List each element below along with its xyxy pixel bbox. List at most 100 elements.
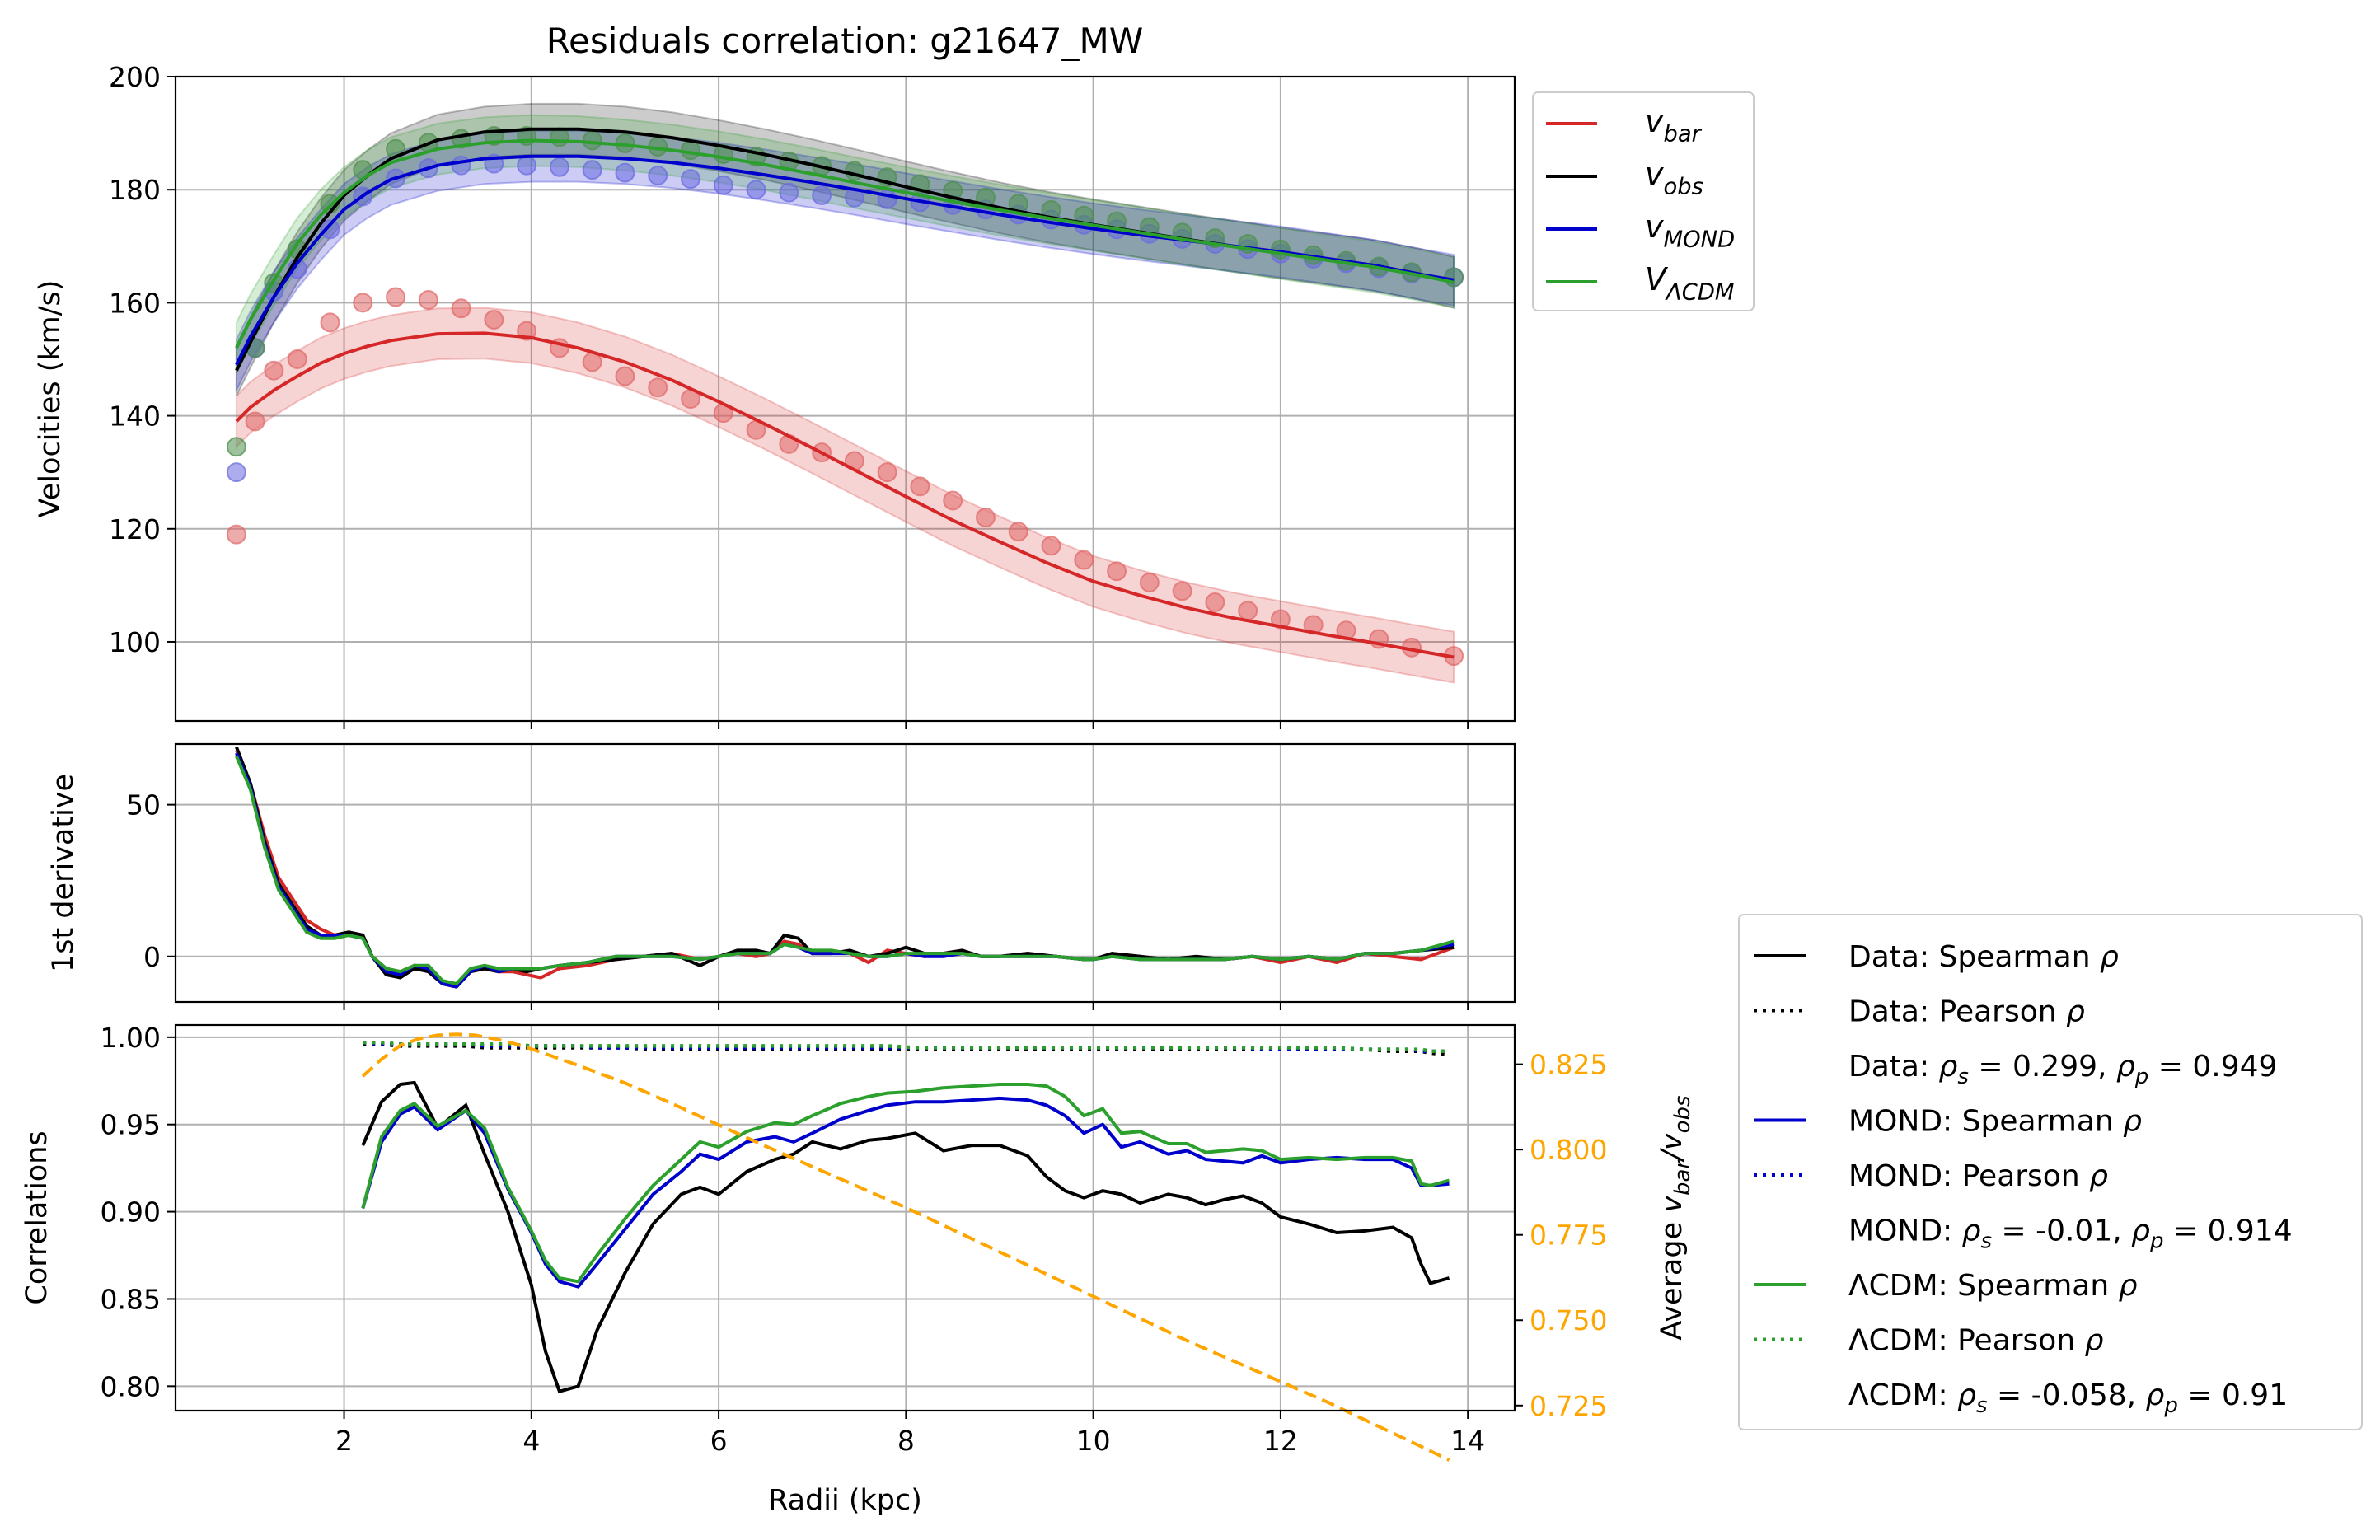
legend-label-part: ρ — [2085, 1324, 2104, 1358]
point-v-mond — [648, 166, 668, 186]
plot-frame — [174, 742, 1516, 1004]
y-tick-label: 180 — [109, 174, 161, 206]
legend-label-part: = 0.949 — [2148, 1050, 2277, 1084]
legend-label-part: Data: — [1848, 1050, 1939, 1084]
legend-label-part: ρ — [2119, 1269, 2138, 1303]
point-v-bar — [1107, 561, 1127, 582]
legend-label-part: ρ — [1962, 1215, 1981, 1248]
x-tick-label: 14 — [1450, 1425, 1485, 1457]
point-v-bar — [1205, 592, 1225, 612]
x-axis-label: Radii (kpc) — [768, 1484, 922, 1517]
y2-tick-label: 0.775 — [1530, 1219, 1607, 1252]
point-v-bar — [1074, 550, 1094, 570]
x-tick-label: 2 — [335, 1425, 353, 1457]
plot-frame — [174, 75, 1516, 723]
y2-label-part: v — [1656, 1195, 1689, 1213]
y-axis-label: Correlations — [21, 1130, 54, 1304]
legend-label: MOND: Spearman ρ — [1848, 1105, 2142, 1139]
point-v-bar — [615, 366, 635, 386]
line-v-bar — [235, 331, 1455, 659]
x-tick-label: 6 — [710, 1425, 728, 1457]
point-v-mond — [746, 180, 766, 200]
y2-tick-label: 0.750 — [1530, 1304, 1607, 1336]
y2-label-part: /v — [1656, 1132, 1689, 1163]
legend-label: ΛCDM: Pearson ρ — [1848, 1324, 2104, 1358]
y-tick-label: 0.90 — [101, 1196, 161, 1229]
legend-label-part: = 0.914 — [2164, 1215, 2293, 1248]
y2-tick-label: 0.800 — [1530, 1134, 1607, 1166]
point-v-bar — [418, 289, 438, 310]
point-v-bar — [287, 349, 307, 369]
legend-label-part: ΛCDM: Pearson — [1848, 1324, 2085, 1358]
y-tick-label: 200 — [109, 61, 161, 93]
point-v-bar — [264, 360, 284, 381]
x-tick-label: 4 — [522, 1425, 540, 1457]
legend-label-base: v — [1645, 156, 1664, 192]
plot-frame — [174, 1023, 1516, 1412]
correlations-panel: 2 4 6 8 10 12 14 0.80 0.85 0.90 0.95 1.00 Correlatio… — [21, 1022, 1695, 1517]
point-v-bar — [1139, 572, 1160, 592]
point-v-bar — [975, 508, 996, 528]
y-tick-label: 100 — [109, 626, 161, 658]
legend-label-part: ρ — [2100, 940, 2119, 974]
point-v-bar — [1041, 536, 1061, 556]
y-axis-label: 1st derivative — [47, 774, 80, 972]
band-v-mond — [235, 129, 1455, 391]
legend-label-part: ρ — [2131, 1215, 2150, 1248]
x-tick-label: 12 — [1263, 1425, 1298, 1457]
legend-label-base: v — [1645, 208, 1664, 245]
point-v-obs-v-cdm — [582, 130, 602, 151]
point-v-bar — [910, 476, 930, 497]
legend-label-part: ρ — [2116, 1050, 2135, 1084]
chart-title: Residuals correlation: g21647_MW — [546, 21, 1144, 61]
y-tick-label: 120 — [109, 513, 161, 545]
legend-frame — [1738, 914, 2363, 1430]
point-v-bar — [226, 524, 246, 545]
legend-label-part: MOND: Spearman — [1848, 1105, 2123, 1139]
point-v-mond — [713, 175, 733, 195]
y2-label-part: Average — [1656, 1213, 1689, 1341]
legend-label-part: p — [2134, 1065, 2149, 1089]
legend-label-sub: bar — [1664, 121, 1703, 147]
point-v-mond — [451, 155, 471, 176]
y-tick-label: 140 — [109, 400, 161, 433]
velocities-panel: 100 120 140 160 180 200 Velocities (km/s) — [34, 61, 1516, 729]
legend-label-sub: obs — [1664, 174, 1703, 199]
y2-label-part: obs — [1670, 1095, 1695, 1133]
legend-label: MOND: ρs = -0.01, ρp = 0.914 — [1848, 1215, 2293, 1254]
point-v-mond — [681, 169, 700, 190]
point-v-bar — [484, 309, 504, 330]
legend-label: Data: Spearman ρ — [1848, 940, 2119, 974]
y-tick-label: 0.80 — [101, 1370, 161, 1402]
legend-label-sub: MOND — [1664, 227, 1736, 252]
line-v-cdm — [235, 755, 1455, 986]
point-v-obs-v-cdm — [681, 140, 700, 161]
point-v-mond — [320, 219, 340, 240]
y-tick-label: 160 — [109, 287, 161, 319]
legend-label-part: ΛCDM: — [1848, 1379, 1957, 1412]
point-v-obs-v-cdm — [226, 437, 246, 457]
point-v-bar — [1238, 601, 1258, 621]
line-v-cdm — [235, 138, 1455, 349]
legend-label: vobs — [1645, 156, 1703, 199]
line-average-vbar-vobs — [361, 1032, 1450, 1462]
point-v-mond — [779, 182, 799, 203]
y2-tick-label: 0.825 — [1530, 1049, 1607, 1081]
legend-label-sub: ΛCDM — [1665, 279, 1735, 305]
legend-label-part: Data: Pearson — [1848, 995, 2066, 1029]
legend-label-part: ρ — [1957, 1379, 1976, 1412]
legend-label: vMOND — [1645, 208, 1735, 252]
point-v-mond — [582, 160, 602, 180]
point-v-bar — [1270, 609, 1291, 630]
legend-label-part: = 0.91 — [2178, 1379, 2288, 1412]
y-tick-label: 0 — [143, 941, 161, 973]
legend-label-base: V — [1645, 261, 1669, 297]
y-tick-label: 50 — [126, 789, 161, 821]
legend-label-part: p — [2163, 1393, 2178, 1418]
legend-label-part: ΛCDM: Spearman — [1848, 1269, 2119, 1303]
legend-label: Data: ρs = 0.299, ρp = 0.949 — [1848, 1050, 2277, 1089]
legend-label: ΛCDM: Spearman ρ — [1848, 1269, 2138, 1303]
y2-tick-label: 0.725 — [1530, 1390, 1607, 1422]
